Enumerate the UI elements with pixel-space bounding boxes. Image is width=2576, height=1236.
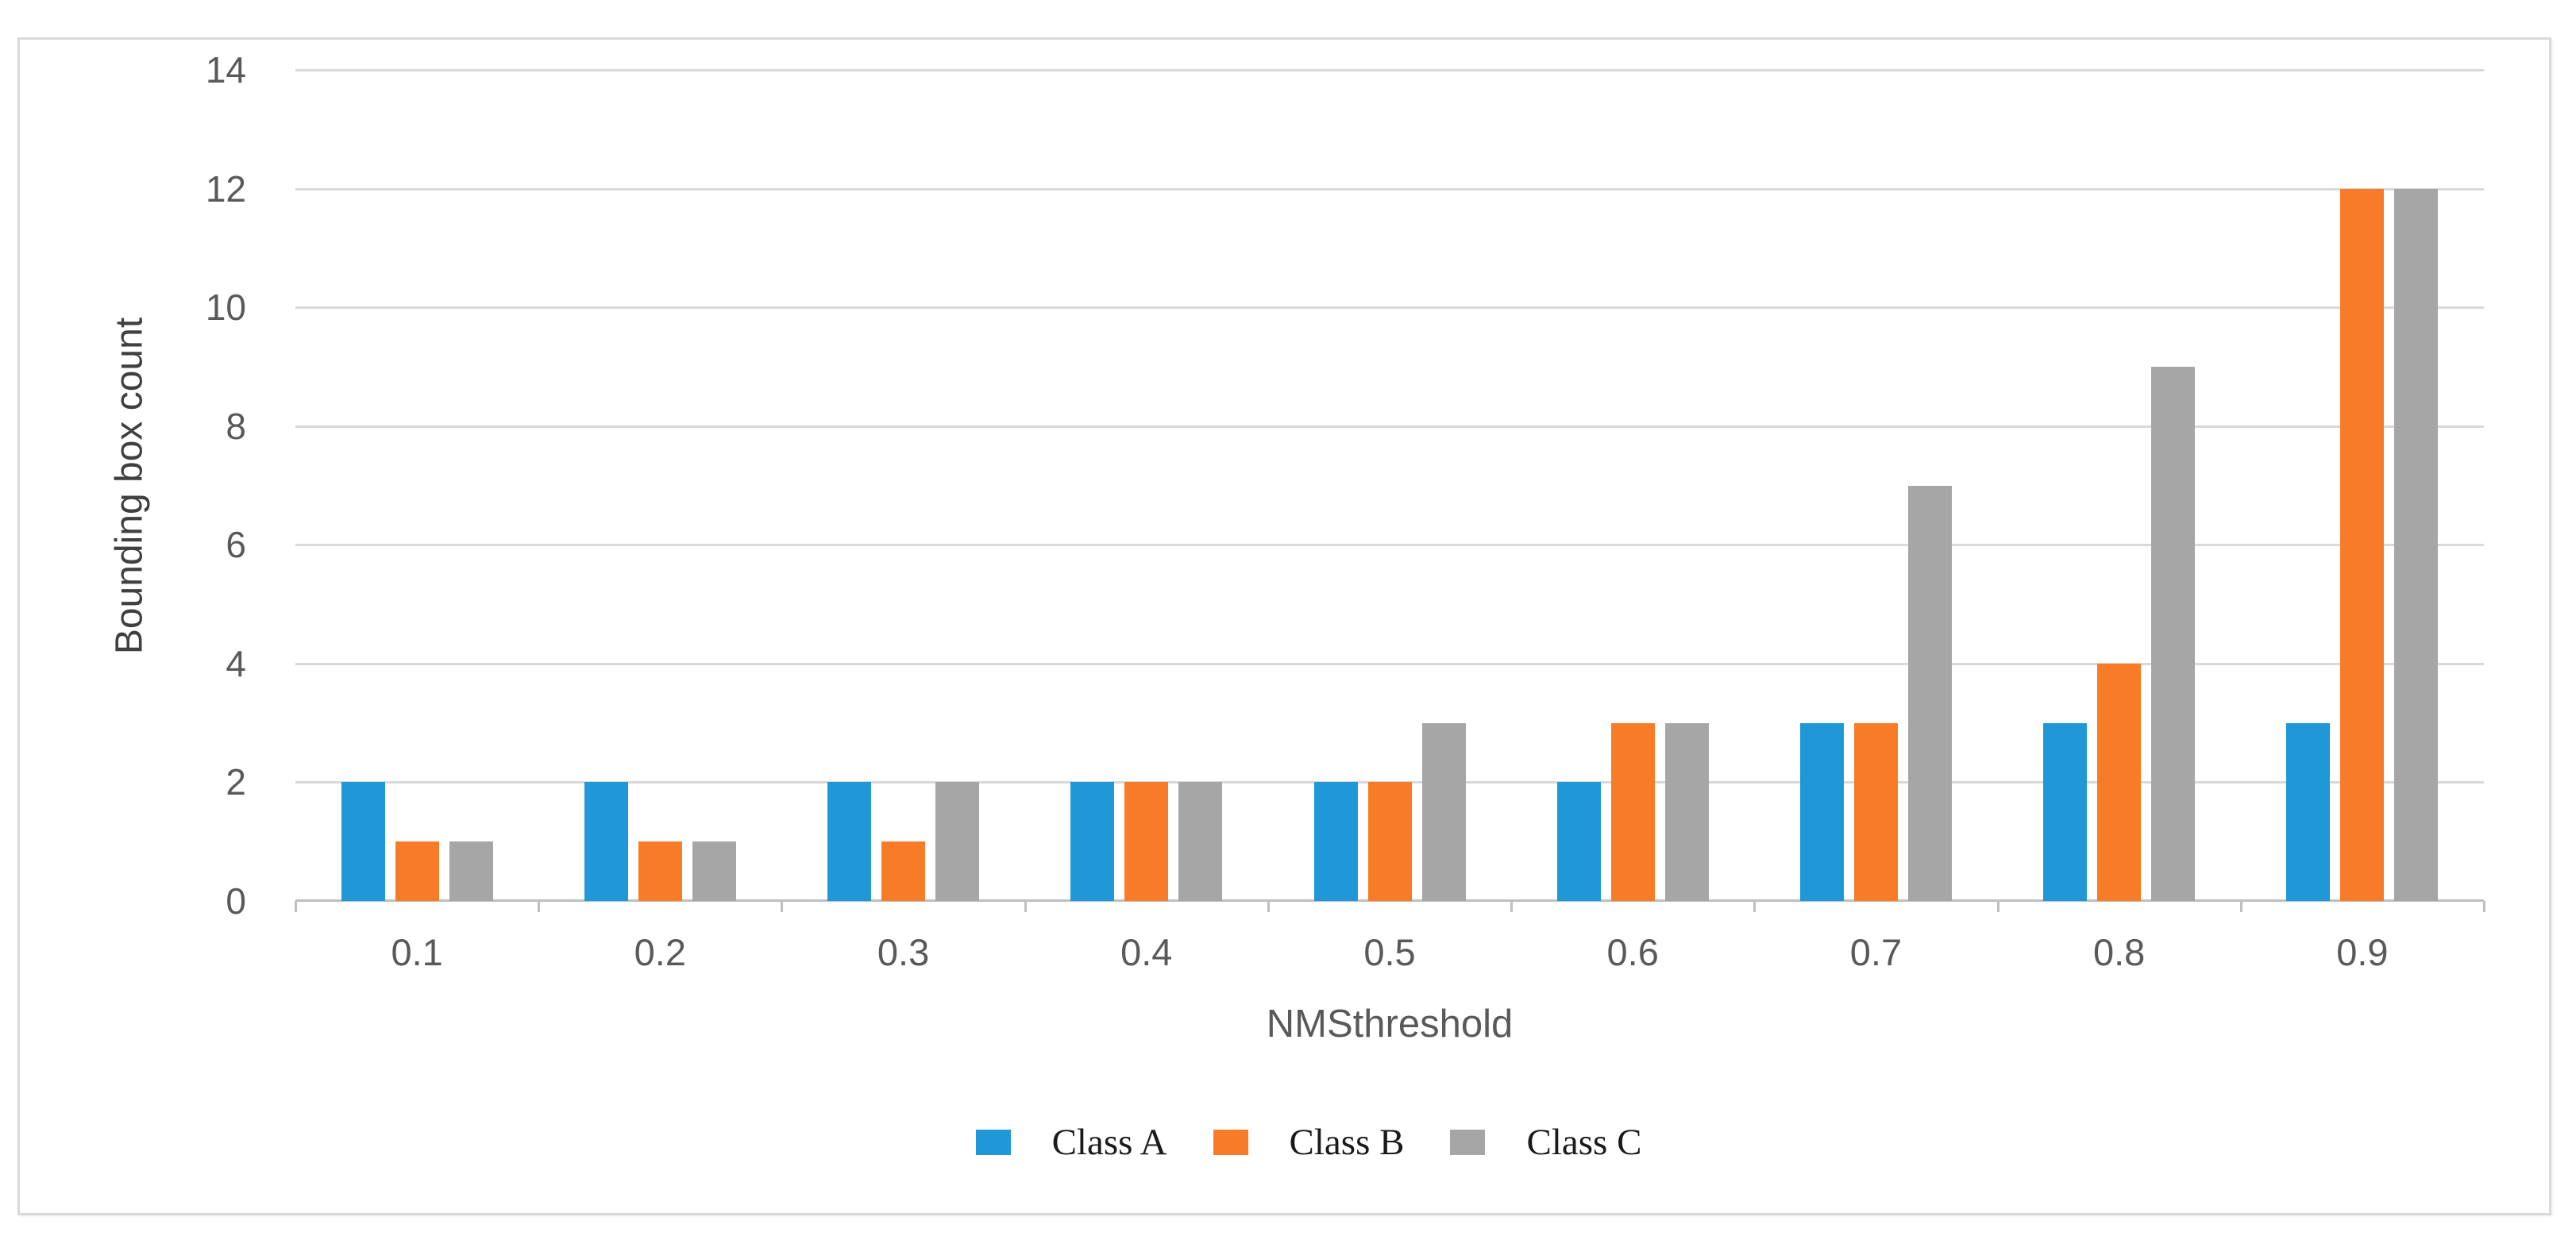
bar-class-b [2340, 188, 2385, 901]
x-tick-label: 0.9 [2336, 931, 2389, 973]
legend-item: Class C [1450, 1121, 1641, 1164]
bar-class-c [1421, 722, 1466, 901]
legend-item: Class A [975, 1121, 1167, 1164]
bar-class-a [1313, 782, 1358, 901]
gridline [295, 544, 2484, 547]
bar-class-b [1610, 722, 1655, 901]
x-axis-tick-mark [538, 901, 541, 912]
legend-swatch [975, 1130, 1011, 1155]
y-tick-label: 6 [226, 524, 246, 566]
x-axis-tick-mark [1024, 901, 1027, 912]
bar-class-c [2394, 188, 2439, 901]
bar-class-c [1178, 782, 1223, 901]
y-tick-label: 2 [226, 761, 246, 803]
y-tick-label: 8 [226, 405, 246, 447]
x-tick-label: 0.1 [391, 931, 443, 973]
gridline [295, 306, 2484, 310]
bar-class-b [1853, 722, 1898, 901]
bar-class-c [449, 841, 493, 901]
bar-class-a [1556, 782, 1601, 901]
x-tick-label: 0.7 [1849, 931, 1903, 973]
bar-class-a [1070, 782, 1115, 901]
gridline [295, 425, 2484, 428]
bar-class-b [2097, 663, 2142, 901]
y-tick-label: 4 [226, 642, 246, 684]
legend-swatch [1213, 1130, 1248, 1155]
x-tick-label: 0.2 [634, 931, 686, 973]
x-axis-tick-mark [1510, 901, 1514, 912]
bar-class-b [638, 841, 682, 901]
bar-class-b [395, 841, 439, 901]
y-tick-label: 0 [226, 880, 246, 922]
x-tick-label: 0.3 [877, 931, 930, 973]
legend-swatch [1450, 1130, 1486, 1155]
legend-label: Class B [1289, 1122, 1405, 1163]
x-axis-tick-mark [295, 901, 297, 912]
x-axis-tick-mark [1753, 901, 1757, 912]
bar-class-a [827, 782, 872, 901]
bar-class-a [341, 782, 385, 901]
plot-area [295, 69, 2485, 912]
bar-class-c [2151, 366, 2196, 901]
x-axis-tick-mark [781, 901, 784, 912]
y-axis-title: Bounding box count [108, 317, 151, 655]
bar-class-a [584, 782, 628, 901]
gridline [295, 69, 2484, 71]
figure-frame [17, 37, 2551, 1215]
gridline [295, 187, 2484, 191]
bar-class-b [881, 841, 926, 901]
x-axis-tick-mark [2239, 901, 2242, 912]
x-tick-label: 0.4 [1120, 931, 1173, 973]
bar-class-c [1664, 722, 1709, 901]
x-axis-tick-mark [1267, 901, 1270, 912]
x-axis-title: NMSthreshold [1266, 1003, 1514, 1045]
bar-class-c [1907, 485, 1952, 901]
legend-label: Class C [1526, 1122, 1642, 1163]
legend-item: Class B [1213, 1121, 1405, 1164]
bar-class-b [1124, 782, 1169, 901]
legend: Class A Class B Class C [21, 1121, 2576, 1164]
x-axis-tick-mark [2483, 901, 2485, 912]
bar-class-a [2043, 722, 2088, 901]
y-tick-label: 10 [205, 287, 246, 329]
x-axis-tick-mark [1996, 901, 1999, 912]
bar-class-a [1799, 722, 1844, 901]
x-tick-label: 0.6 [1606, 931, 1659, 973]
y-tick-label: 12 [205, 167, 246, 210]
bar-class-c [692, 841, 736, 901]
bar-class-c [935, 782, 980, 901]
gridline [295, 662, 2484, 665]
y-tick-label: 14 [205, 49, 246, 90]
x-tick-label: 0.8 [2092, 931, 2146, 973]
x-tick-label: 0.5 [1363, 931, 1416, 973]
legend-label: Class A [1051, 1122, 1167, 1163]
bar-class-b [1367, 782, 1412, 901]
bar-class-a [2286, 722, 2331, 901]
